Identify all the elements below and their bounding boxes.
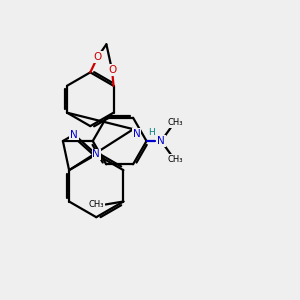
Text: N: N: [92, 149, 100, 160]
Text: N: N: [157, 136, 165, 146]
Text: CH₃: CH₃: [167, 155, 183, 164]
Text: O: O: [94, 52, 102, 62]
Text: H: H: [148, 128, 155, 136]
Text: CH₃: CH₃: [167, 118, 183, 127]
Text: O: O: [108, 65, 116, 75]
Text: N: N: [70, 130, 78, 140]
Text: N: N: [133, 129, 140, 139]
Text: CH₃: CH₃: [89, 200, 104, 209]
